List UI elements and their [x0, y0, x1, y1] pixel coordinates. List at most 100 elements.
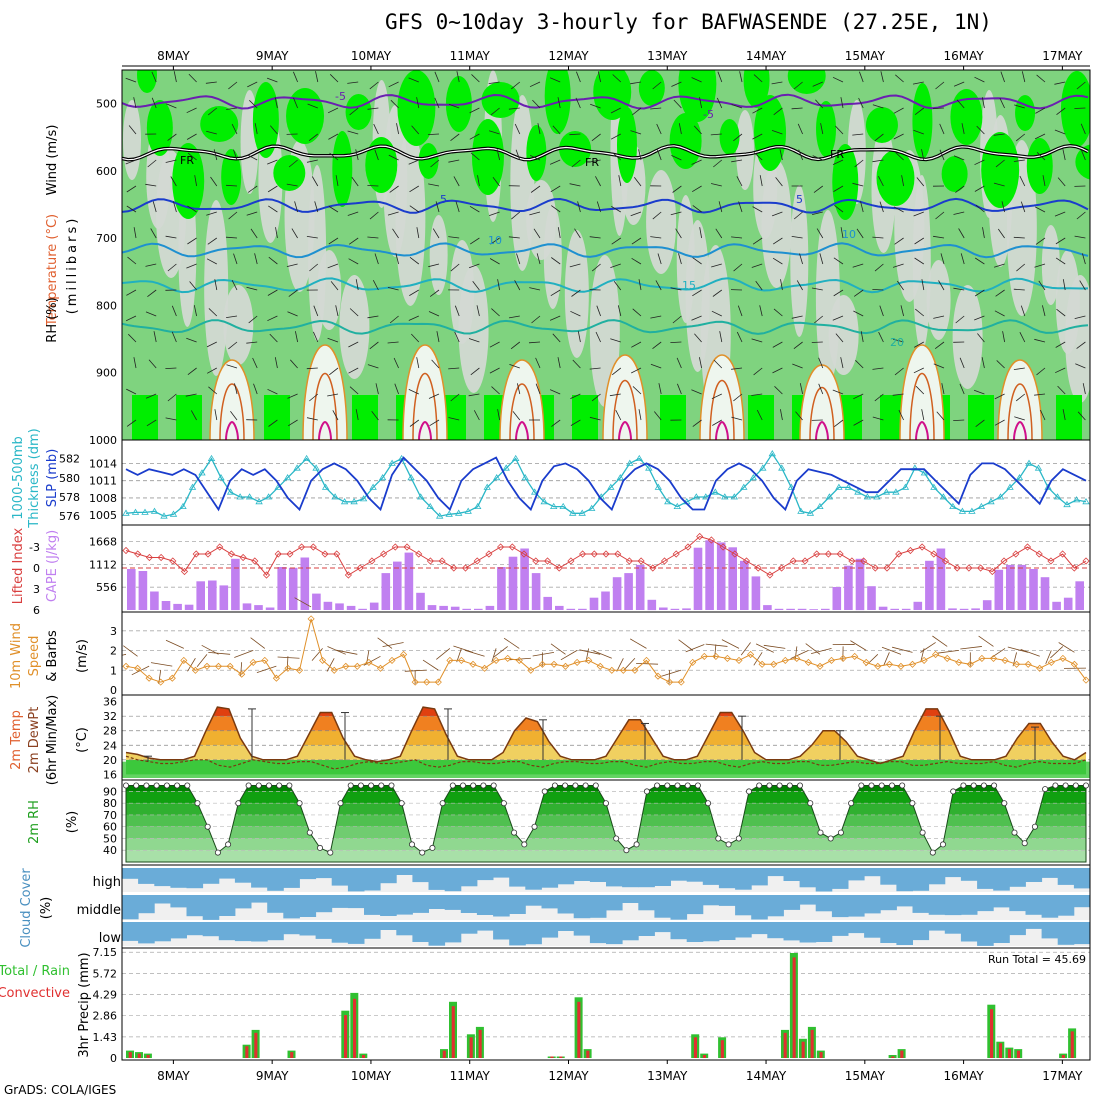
wind-barb [246, 211, 258, 216]
cloud-cover-bar [1041, 922, 1059, 939]
wind-barb [775, 177, 783, 187]
cape-bar [381, 573, 391, 610]
rh-dry-patch [123, 100, 141, 180]
wind-barb [275, 227, 278, 239]
wind-speed-point [827, 656, 836, 664]
wind-barb [878, 331, 884, 343]
thickness-point [749, 474, 758, 481]
wind-barb [225, 236, 238, 239]
cape-bar [601, 591, 610, 610]
wind-barb [313, 305, 319, 317]
wind-barb [367, 236, 379, 239]
li-point [977, 564, 985, 572]
li-point [731, 550, 739, 558]
wind-barb [512, 411, 521, 421]
wind-barb [1040, 409, 1046, 421]
rh-point [347, 782, 354, 789]
cloud-cover-bar [122, 895, 139, 920]
wind-barb [492, 176, 500, 187]
wind-barb [530, 185, 541, 193]
thickness-point [816, 502, 824, 509]
li-point [508, 543, 516, 551]
cloud-cover-bar [767, 868, 784, 877]
wind-barb [575, 97, 581, 109]
wind-barb-10m [277, 656, 300, 659]
li-point [1023, 543, 1032, 551]
rh-moist-patch [1026, 138, 1053, 194]
wind-barb [295, 331, 298, 343]
wind-speed-point [642, 656, 651, 664]
wind-speed-point [1001, 656, 1009, 664]
thickness-point [1082, 498, 1090, 505]
contour-label-10b: 10 [842, 228, 856, 241]
wind-barb [347, 130, 359, 135]
cloud-cover-bar [1025, 895, 1043, 915]
precip-conv-bar [290, 1052, 294, 1058]
wind-barb-10m [294, 597, 312, 608]
wind-barb-10m [150, 662, 173, 667]
li-point [204, 550, 212, 558]
wind-barb [372, 280, 379, 291]
wind-barb [874, 393, 884, 402]
wind-barb [753, 152, 763, 161]
temp-contour-20 [122, 319, 1089, 335]
wind-barb-10m [805, 643, 821, 655]
cloud-cover-bar [364, 868, 381, 891]
wind-tick: 1 [110, 664, 117, 677]
cloud-cover-bar [525, 922, 542, 945]
wind-barb [856, 228, 864, 239]
li-point [590, 550, 598, 558]
wind-barb [373, 123, 379, 135]
wind-barb-10m [881, 646, 902, 655]
wind-barb [610, 107, 621, 114]
cape-bar [959, 608, 969, 610]
wind-barb [171, 305, 177, 317]
rh-tick: 80 [103, 797, 117, 810]
cloud-cover-bar [751, 922, 768, 935]
cape-tick: 1668 [89, 536, 117, 549]
wind-speed-point [538, 660, 546, 668]
wind-speed-point [411, 678, 419, 686]
wind-barb [147, 159, 157, 168]
wind-barb [571, 289, 581, 297]
wind-barb [872, 289, 884, 291]
wind-barb [392, 228, 399, 239]
p4-axis-labels: 10m Wind Speed & Barbs (m/s) [9, 623, 90, 689]
wind-barb [532, 99, 541, 109]
wind-speed-point [457, 656, 465, 664]
rh-point [705, 800, 712, 807]
wind-barb [349, 107, 359, 116]
wind-barb [615, 410, 622, 421]
wind-barb [327, 393, 339, 397]
rh-moist-patch [252, 82, 279, 158]
cape-bar [265, 607, 275, 610]
wind-barb [471, 74, 480, 83]
rh-tick: 40 [103, 844, 117, 857]
wind-barb [858, 97, 864, 109]
thickness-point [369, 483, 377, 490]
thickness-point [806, 509, 815, 516]
rh-point [878, 782, 885, 789]
wind-barb [308, 133, 319, 142]
wind-barb [371, 411, 379, 421]
thickness-point [645, 464, 653, 471]
wind-speed-point [330, 666, 338, 674]
wind-barb [799, 383, 803, 395]
wind-barb [939, 123, 945, 135]
wind-barb-10m [550, 643, 566, 655]
cloud-cover-bar [476, 895, 494, 915]
wind-barb [233, 149, 238, 161]
wind-barb [230, 410, 238, 421]
precip-conv-bar [810, 1029, 814, 1058]
cloud-cover-bar [622, 868, 639, 888]
rh-point [123, 782, 130, 789]
wind-barb [1036, 367, 1046, 376]
wind-barb [409, 205, 420, 213]
wind-barb [893, 206, 904, 213]
cape-bar [855, 558, 865, 611]
wind-barb [313, 331, 319, 343]
wind-barb [731, 416, 743, 421]
precip-conv-bar [442, 1050, 446, 1058]
wind-barb [812, 211, 823, 215]
wind-speed-point [469, 660, 477, 668]
